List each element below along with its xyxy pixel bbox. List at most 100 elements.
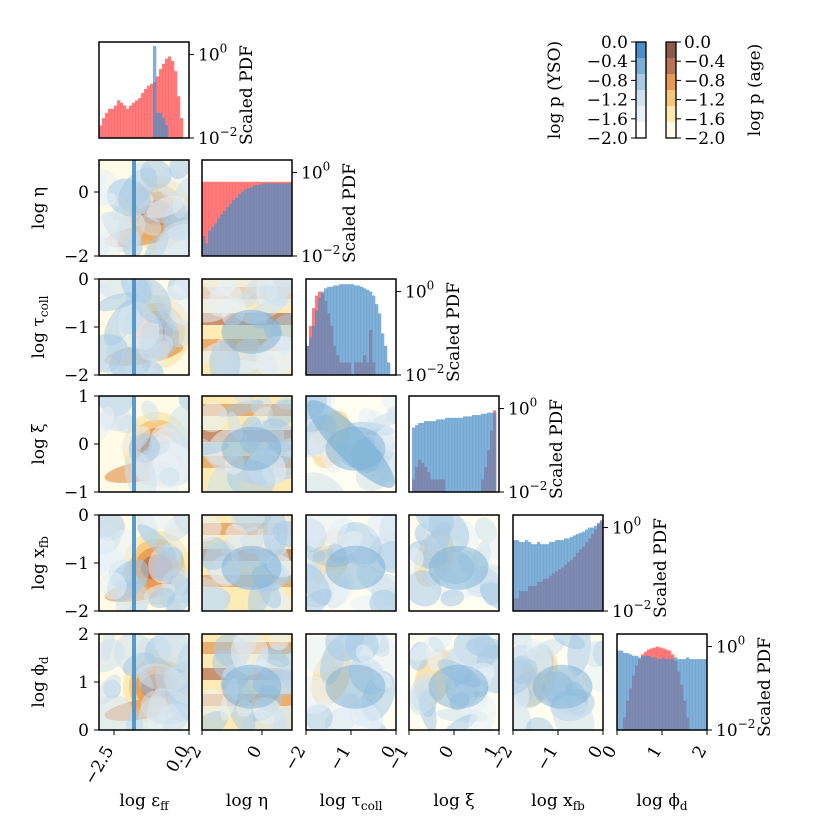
yso-density xyxy=(132,396,136,492)
hist-bar-age xyxy=(120,102,124,138)
yso-density xyxy=(325,634,364,662)
hist-bar-yso xyxy=(677,659,681,730)
y-tick-label: 0 xyxy=(78,270,89,290)
hist-bar-yso xyxy=(244,189,248,256)
yso-density xyxy=(268,634,290,651)
hist-bar-yso xyxy=(644,655,648,730)
yso-density xyxy=(202,515,222,542)
hist-bar-yso xyxy=(478,415,482,492)
hist-bar-yso xyxy=(591,527,595,611)
yso-density xyxy=(409,570,442,607)
hist-bar-yso xyxy=(540,544,544,611)
hist-bar-yso xyxy=(274,183,278,256)
hist-bar-age xyxy=(147,85,151,138)
hist-bar-yso xyxy=(525,540,529,611)
hist-bar-yso xyxy=(159,112,163,138)
yaxis-xfb: −2 −1 0 log xfb xyxy=(29,506,99,622)
panel-frame xyxy=(305,395,397,493)
hist-bar-age xyxy=(165,58,169,138)
yso-density xyxy=(221,545,282,590)
hist-bar-yso xyxy=(436,419,440,492)
hist-bar-yso xyxy=(689,659,693,730)
diag-tick-label: 10−2 xyxy=(301,243,340,267)
y-axis-label: log ξ xyxy=(29,423,49,464)
hist-bar-yso xyxy=(528,542,532,611)
yso-density xyxy=(369,410,396,429)
yso-density xyxy=(306,563,331,605)
hist-bar-age xyxy=(205,181,209,256)
colorbar-age: 0.0−0.4−0.8−1.2−1.6−2.0 log p (age) xyxy=(665,33,765,149)
hist-bar-age xyxy=(202,181,206,256)
yso-density xyxy=(581,641,603,667)
yso-density xyxy=(307,549,326,563)
yso-density xyxy=(99,572,127,600)
hist-bar-yso xyxy=(564,538,568,611)
hist-bar-age xyxy=(144,88,148,138)
hist-bar-yso xyxy=(638,657,642,730)
hist-bar-yso xyxy=(457,417,461,492)
hist-bar-yso xyxy=(576,534,580,611)
hist-bar-yso xyxy=(271,183,275,256)
yso-density xyxy=(479,581,499,611)
yso-density xyxy=(132,279,136,375)
hist-bar-age xyxy=(150,83,154,138)
density-panel-eta-vs-eff xyxy=(98,159,190,257)
hist-bar-yso xyxy=(626,653,630,730)
hist-bar-yso xyxy=(357,285,361,375)
colorbar-tick-label: −1.2 xyxy=(587,91,628,111)
yso-density xyxy=(513,658,538,697)
hist-bar-yso xyxy=(588,527,592,611)
diag-tick-label: 10−2 xyxy=(508,479,547,503)
hist-bar-yso xyxy=(472,415,476,492)
hist-bar-yso xyxy=(286,183,290,256)
hist-bar-yso xyxy=(324,288,328,375)
hist-bar-yso xyxy=(445,417,449,492)
yso-density xyxy=(379,515,396,545)
hist-bar-yso xyxy=(241,191,245,256)
density-panel-xfb-vs-tau xyxy=(305,514,397,612)
hist-bar-yso xyxy=(289,183,292,256)
diag-tick-label: 10−2 xyxy=(405,362,444,386)
yso-density xyxy=(428,545,489,590)
hist-bar-yso xyxy=(573,535,577,611)
yso-density xyxy=(221,309,282,354)
hist-bar-age xyxy=(129,105,133,138)
hist-bar-yso xyxy=(668,659,672,730)
hist-bar-yso xyxy=(366,289,370,375)
yso-density xyxy=(267,399,292,428)
density-panel-phid-vs-tau xyxy=(305,633,397,731)
yso-density xyxy=(170,571,188,599)
yso-density xyxy=(148,587,176,609)
hist-bar-yso xyxy=(516,540,520,611)
yaxis-eta: −2 0 log η xyxy=(29,183,99,267)
hist-bar-yso xyxy=(211,226,215,256)
density-panel-xi-vs-eff xyxy=(98,395,190,493)
yso-density xyxy=(428,664,489,709)
yso-density xyxy=(467,696,496,730)
yso-density xyxy=(138,214,162,236)
yso-density xyxy=(99,536,115,575)
hist-bar-yso xyxy=(430,421,434,492)
hist-bar-yso xyxy=(555,540,559,611)
yso-density xyxy=(202,402,228,433)
y-tick-label: 0 xyxy=(78,183,89,203)
yaxis-xi: −1 0 1 log ξ xyxy=(29,387,99,503)
colorbar-segment xyxy=(666,58,676,75)
diag-frame xyxy=(98,41,190,139)
hist-bar-yso xyxy=(704,659,707,730)
diag-tick-label: 100 xyxy=(716,634,745,658)
hist-bar-yso xyxy=(597,522,601,611)
hist-bar-age xyxy=(177,96,181,138)
diag-tick-label: 100 xyxy=(301,160,330,184)
hist-bar-yso xyxy=(656,659,660,730)
colorbar-label: log p (age) xyxy=(745,44,765,137)
diag-ylabel: Scaled PDF xyxy=(755,637,775,737)
density-panel-tau-vs-eta xyxy=(201,278,293,376)
hist-bar-yso xyxy=(475,415,479,492)
panel-frame xyxy=(305,514,397,612)
hist-bar-yso xyxy=(318,298,322,375)
hist-bar-yso xyxy=(217,218,221,256)
hist-bar-age xyxy=(138,98,142,138)
